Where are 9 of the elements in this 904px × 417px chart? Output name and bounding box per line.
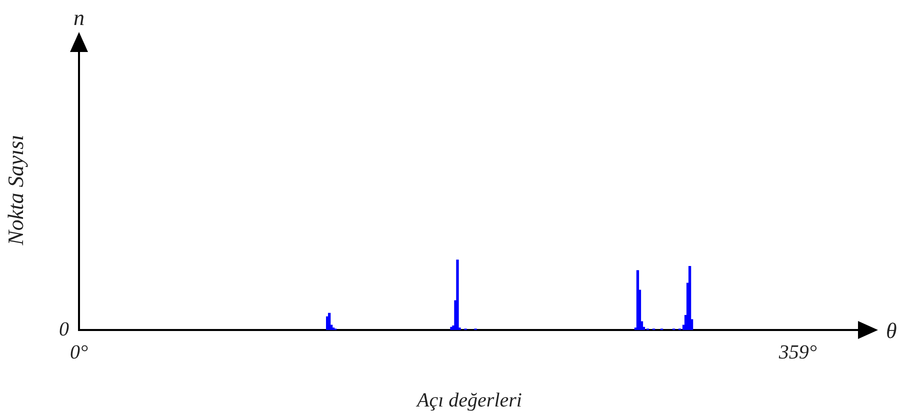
x-tick-label: 0°: [70, 341, 88, 364]
text: n: [74, 4, 84, 30]
text: θ: [886, 318, 897, 343]
text: 0: [59, 318, 69, 340]
bar: [456, 260, 459, 330]
x-tick-label: 359°: [778, 341, 817, 364]
y-axis-title: Nokta Sayısı: [2, 134, 28, 246]
bar: [688, 266, 692, 330]
x-axis-title: Açı değerleri: [415, 389, 522, 412]
